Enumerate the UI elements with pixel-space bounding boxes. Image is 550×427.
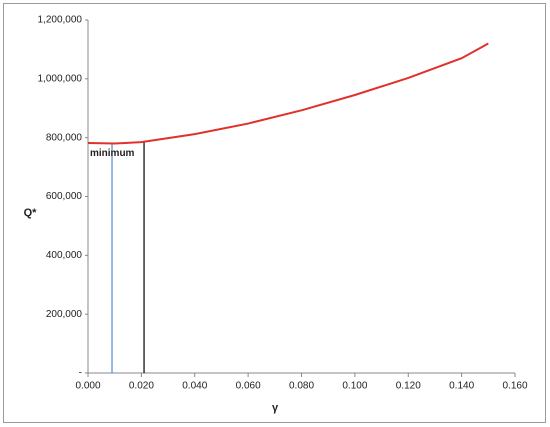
x-tick-label: 0.100 <box>342 381 367 392</box>
x-tick-label: 0.020 <box>129 381 154 392</box>
curve <box>87 42 489 145</box>
x-tick-label: 0.120 <box>396 381 421 392</box>
x-tick-label: 0.040 <box>182 381 207 392</box>
x-tick-label: 0.060 <box>236 381 261 392</box>
x-tick-label: 0.140 <box>449 381 474 392</box>
y-tick-label: - <box>79 368 82 379</box>
x-tick-label: 0.000 <box>75 381 100 392</box>
annotation: minimum <box>90 148 135 159</box>
y-tick-label: 1,200,000 <box>38 15 83 26</box>
x-axis-label: γ <box>272 402 279 414</box>
y-axis-label: Q* <box>24 207 38 219</box>
y-tick-label: 600,000 <box>46 191 83 202</box>
x-tick-label: 0.160 <box>502 381 527 392</box>
y-tick-label: 1,000,000 <box>38 73 83 84</box>
x-tick-label: 0.080 <box>289 381 314 392</box>
chart-frame <box>3 3 546 423</box>
y-tick-label: 800,000 <box>46 132 83 143</box>
y-tick-label: 200,000 <box>46 309 83 320</box>
y-tick-label: 400,000 <box>46 250 83 261</box>
